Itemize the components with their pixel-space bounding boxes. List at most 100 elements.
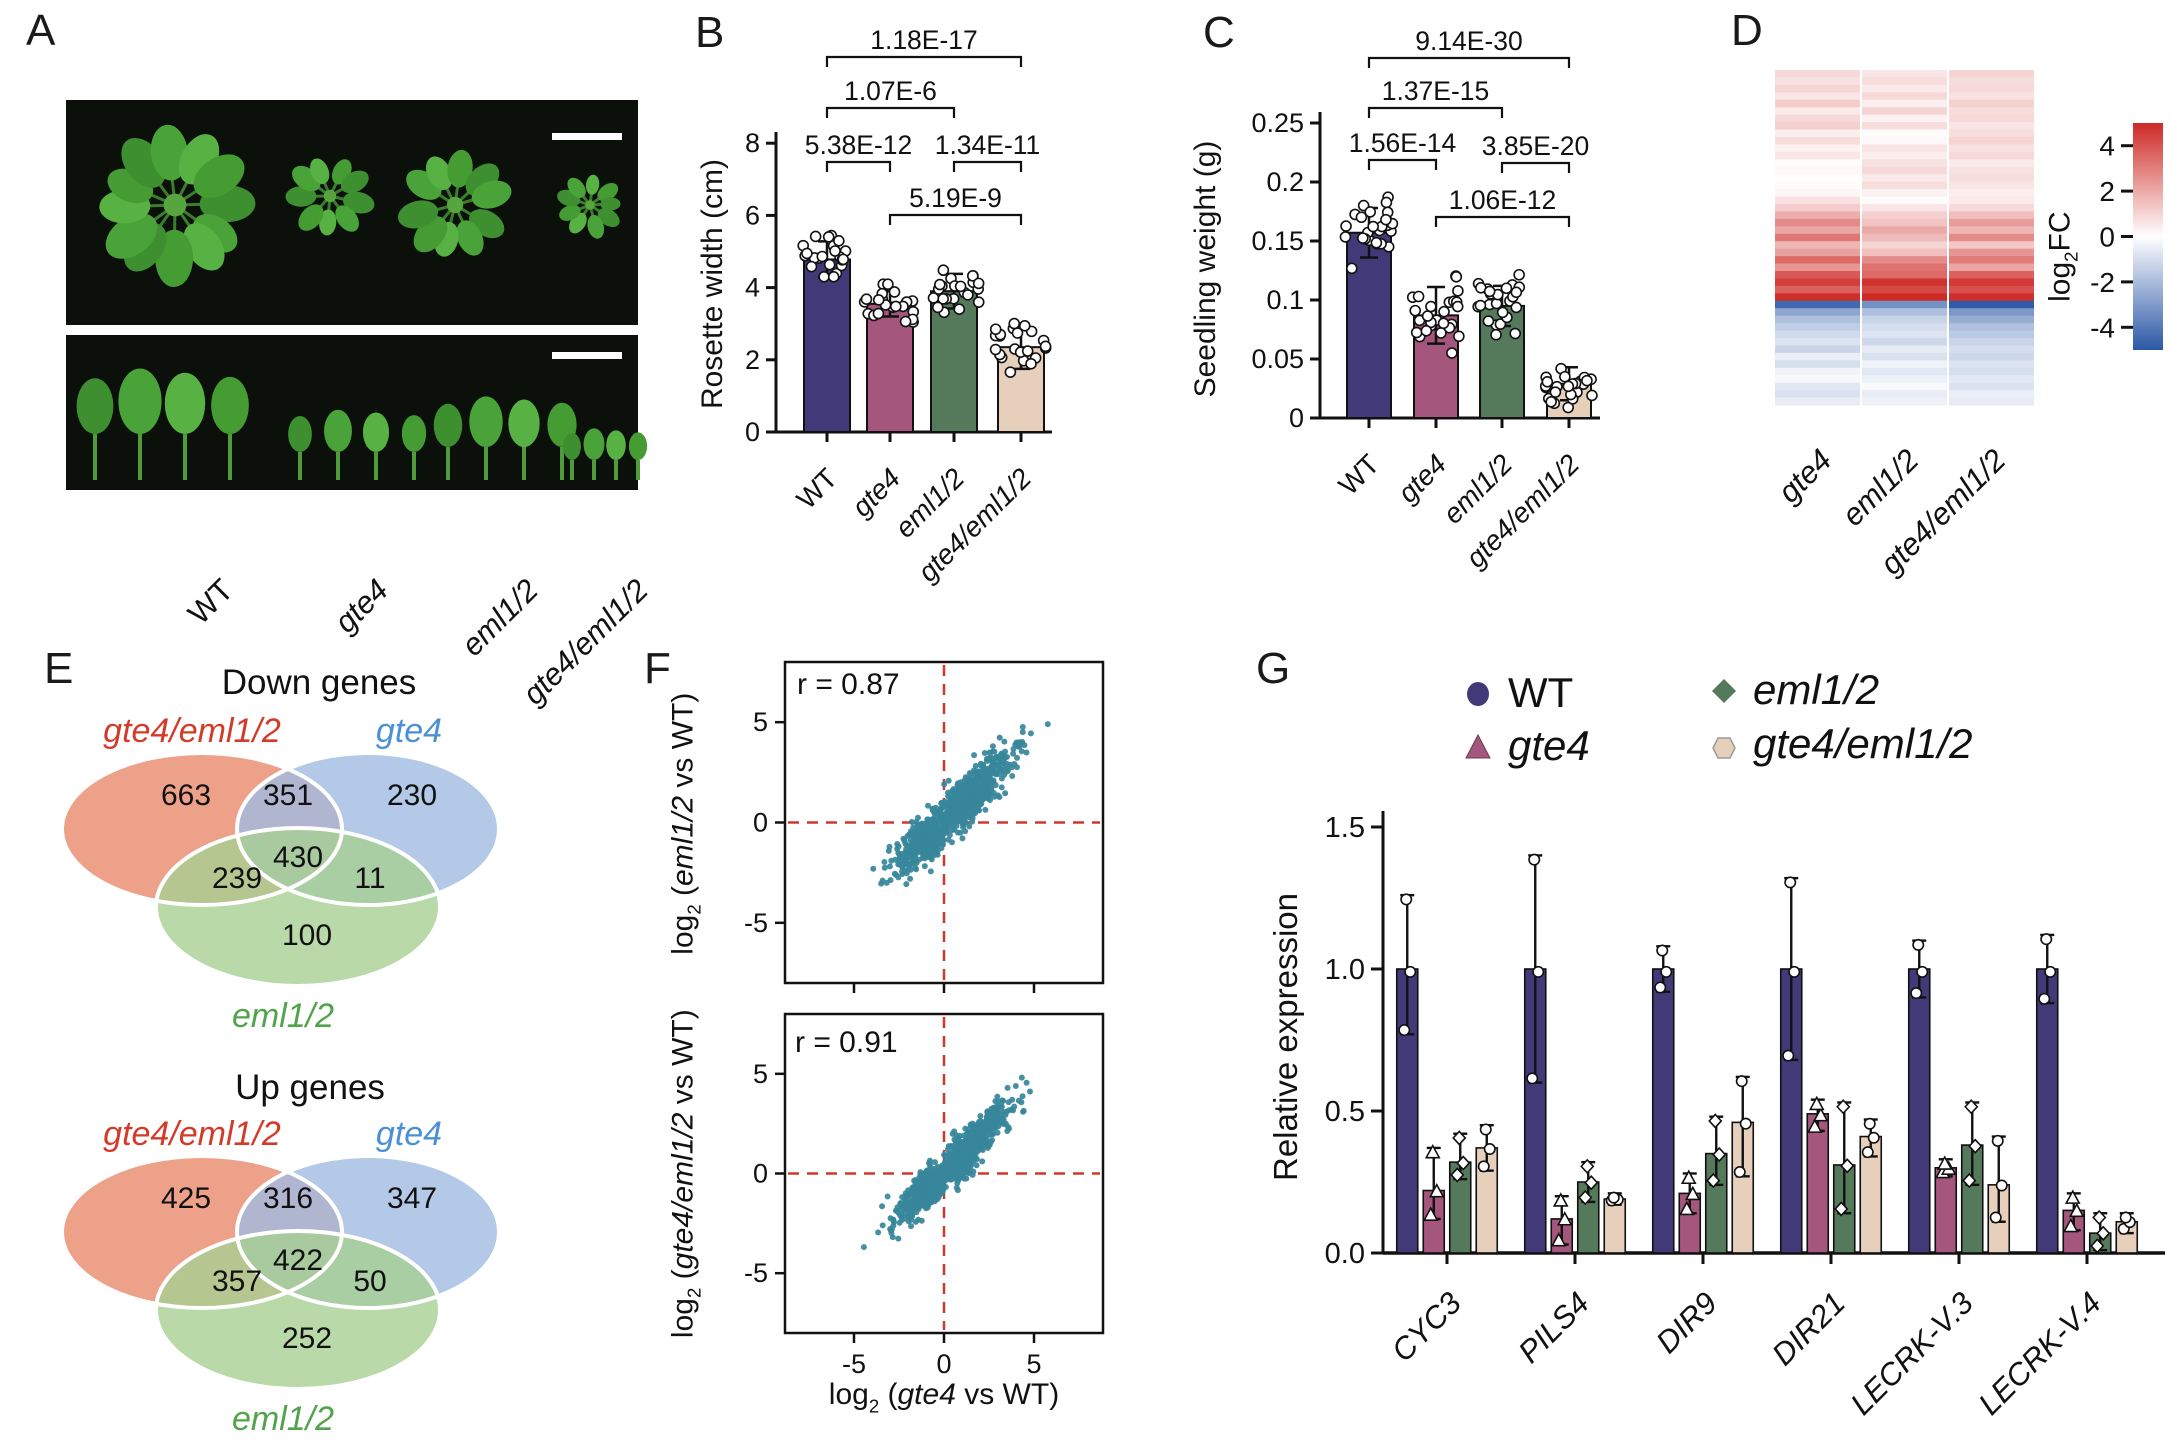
venn_up: 425 316 347 422 357 50 252 gte4/eml1/2 gte4 eml1/…: [60, 1115, 501, 1438]
data-point: [1490, 328, 1502, 341]
bar: [1603, 1198, 1627, 1254]
heatmap-cell: [1775, 77, 1860, 86]
scatter-point: [951, 1158, 958, 1165]
data-point: [1039, 340, 1052, 353]
venn-count: 663: [161, 779, 211, 812]
data-point: [1437, 317, 1450, 330]
heatmap-cell: [1775, 293, 1860, 302]
heatmap-cell: [1862, 278, 1947, 287]
heatmap-cell: [1949, 77, 2034, 86]
heatmap-cell: [1775, 330, 1860, 339]
heatmap-cell: [1949, 293, 2034, 302]
scatter-point: [921, 863, 928, 870]
p-value-label: 1.56E-14: [1349, 128, 1457, 158]
scatter-point: [939, 1162, 946, 1169]
heatmap-cell: [1862, 137, 1947, 146]
scatter-point: [976, 1118, 983, 1125]
scatter-point: [1018, 748, 1025, 755]
legend-marker-hexagon: [1712, 737, 1736, 759]
scatter-point: [961, 806, 968, 813]
rosette-width-axis-label: Rosette width (cm): [696, 158, 729, 410]
scatter-point: [927, 1176, 934, 1183]
data-point: [967, 270, 979, 282]
heatmap-cell: [1862, 114, 1947, 123]
scatter-point: [905, 854, 912, 861]
scatter-point: [1044, 721, 1051, 728]
detached-leaf: [76, 378, 114, 434]
heatmap-cell: [1949, 226, 2034, 235]
scatter-point: [978, 1140, 985, 1147]
heatmap-cell: [1862, 390, 1947, 399]
scatter-point: [974, 800, 981, 807]
scatter-point: [982, 806, 989, 813]
p-value-label: 9.14E-30: [1415, 26, 1523, 56]
data-point: [899, 315, 912, 328]
data-point: [1357, 232, 1369, 244]
scatter-point: [902, 1195, 909, 1202]
heatmap-cell: [1775, 397, 1860, 406]
relative-expression-axis-label: Relative expression: [1267, 893, 1304, 1181]
data-point: [1008, 317, 1021, 330]
heatmap-cell: [1949, 330, 2034, 339]
scatter-point: [949, 799, 956, 806]
scatter-point: [959, 1141, 966, 1148]
heatmap-cell: [1862, 92, 1947, 101]
scatter-point: [941, 1151, 948, 1158]
bar: [1934, 1167, 1958, 1254]
heatmap-cell: [1949, 181, 2034, 190]
scatter-point: [1026, 1088, 1033, 1095]
gene-label: PILS4: [1511, 1285, 1595, 1369]
scatter-point: [884, 1193, 891, 1200]
scatter-point: [950, 785, 957, 792]
data-point: [1549, 386, 1562, 398]
colorbar-tick-label: -2: [2090, 267, 2115, 298]
heatmap-cell: [1862, 263, 1947, 272]
scatter-point: [914, 814, 921, 821]
y-tick-label: -5: [744, 908, 768, 938]
scatter-point: [994, 1093, 1001, 1100]
scatter-point: [953, 1184, 960, 1191]
heatmap-cell: [1862, 382, 1947, 391]
venn-count: 357: [212, 1265, 262, 1298]
scatter-point: [973, 778, 980, 785]
panel-letter-a: A: [26, 6, 57, 55]
scatter-point: [971, 752, 978, 759]
scatter-point: [929, 807, 936, 814]
colorbar-tick-label: 4: [2099, 131, 2115, 162]
scatter-point: [895, 849, 902, 856]
heatmap-cell: [1949, 107, 2034, 116]
heatmap-cell: [1775, 218, 1860, 227]
data-point: [1380, 196, 1393, 209]
heatmap-cell: [1862, 107, 1947, 116]
heatmap-cell: [1949, 99, 2034, 108]
heatmap-cell: [1949, 189, 2034, 198]
x-tick-label: gte4: [1392, 448, 1452, 508]
scatter-point: [960, 824, 967, 831]
heatmap-cell: [1862, 300, 1947, 309]
heatmap-cell: [1949, 367, 2034, 376]
heatmap-cell: [1775, 114, 1860, 123]
scatter-point: [991, 748, 998, 755]
scatter-point: [895, 1235, 902, 1242]
data-point: [954, 280, 967, 293]
scatter-point: [1009, 772, 1016, 779]
heatmap-cell: [1949, 137, 2034, 146]
heatmap-cell: [1862, 323, 1947, 332]
data-point: [1545, 395, 1557, 408]
scatter-point: [955, 799, 962, 806]
data-point: [1510, 286, 1523, 299]
y-tick-label: 0.15: [1251, 226, 1304, 256]
detached-leaf: [164, 372, 206, 434]
gene-label: CYC3: [1385, 1285, 1468, 1368]
scatter-point: [987, 1126, 994, 1133]
y-tick-label: 0: [753, 1159, 768, 1189]
panel-letter-g: G: [1256, 644, 1292, 693]
data-point: [827, 271, 840, 283]
scatter-point: [989, 1120, 996, 1127]
detached-leaf: [401, 415, 427, 452]
data-point: [932, 301, 944, 314]
